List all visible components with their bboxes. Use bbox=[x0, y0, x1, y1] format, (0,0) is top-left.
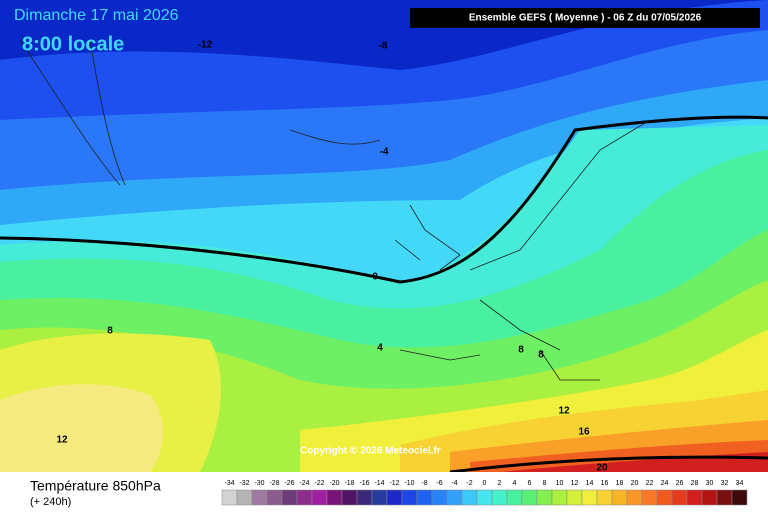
contour-label: 20 bbox=[596, 463, 608, 474]
contour-label: 4 bbox=[377, 343, 383, 354]
scale-swatch bbox=[671, 489, 688, 506]
scale-label: 2 bbox=[498, 480, 502, 487]
scale-label: 24 bbox=[661, 480, 669, 487]
scale-label: 30 bbox=[706, 480, 714, 487]
scale-label: 12 bbox=[571, 480, 579, 487]
scale-label: 6 bbox=[528, 480, 532, 487]
scale-label: -30 bbox=[254, 480, 264, 487]
contour-label: -4 bbox=[380, 147, 389, 158]
lead-time: (+ 240h) bbox=[30, 496, 71, 508]
scale-swatch bbox=[251, 489, 268, 506]
scale-label: 0 bbox=[483, 480, 487, 487]
scale-swatch bbox=[491, 489, 508, 506]
scale-swatch bbox=[356, 489, 373, 506]
scale-label: 14 bbox=[586, 480, 594, 487]
scale-label: 18 bbox=[616, 480, 624, 487]
contour-label: 8 bbox=[518, 345, 524, 356]
scale-swatch bbox=[476, 489, 493, 506]
scale-swatch bbox=[731, 489, 748, 506]
scale-swatch bbox=[566, 489, 583, 506]
model-info: Ensemble GEFS ( Moyenne ) - 06 Z du 07/0… bbox=[469, 13, 702, 24]
scale-swatch bbox=[311, 489, 328, 506]
contour-label: 8 bbox=[538, 350, 544, 361]
scale-label: -16 bbox=[359, 480, 369, 487]
scale-swatch bbox=[266, 489, 283, 506]
scale-swatch bbox=[626, 489, 643, 506]
scale-label: -28 bbox=[269, 480, 279, 487]
scale-label: -20 bbox=[329, 480, 339, 487]
scale-swatch bbox=[701, 489, 718, 506]
contour-label: 16 bbox=[578, 427, 590, 438]
scale-label: 32 bbox=[721, 480, 729, 487]
scale-swatch bbox=[416, 489, 433, 506]
scale-swatch bbox=[461, 489, 478, 506]
map bbox=[0, 0, 768, 474]
scale-label: 22 bbox=[646, 480, 654, 487]
scale-swatch bbox=[611, 489, 628, 506]
scale-label: -34 bbox=[224, 480, 234, 487]
scale-label: -32 bbox=[239, 480, 249, 487]
scale-swatch bbox=[221, 489, 238, 506]
scale-label: -26 bbox=[284, 480, 294, 487]
scale-swatch bbox=[446, 489, 463, 506]
scale-label: -22 bbox=[314, 480, 324, 487]
contour-label: 12 bbox=[558, 406, 570, 417]
date: Dimanche 17 mai 2026 bbox=[14, 7, 179, 24]
scale-label: -8 bbox=[421, 480, 427, 487]
footer-title: Température 850hPa bbox=[30, 478, 161, 494]
scale-label: 10 bbox=[556, 480, 564, 487]
model-box bbox=[410, 8, 760, 28]
scale-swatch bbox=[386, 489, 403, 506]
scale-swatch bbox=[716, 489, 733, 506]
scale-swatch bbox=[281, 489, 298, 506]
scale-label: -12 bbox=[389, 480, 399, 487]
contour-label: 0 bbox=[372, 272, 378, 283]
scale-label: -24 bbox=[299, 480, 309, 487]
scale-label: -14 bbox=[374, 480, 384, 487]
scale-swatch bbox=[581, 489, 598, 506]
isotherm-20 bbox=[449, 455, 768, 474]
scale-swatch bbox=[401, 489, 418, 506]
zero-isotherm bbox=[0, 115, 768, 284]
scale-swatch bbox=[521, 489, 538, 506]
coastline bbox=[19, 39, 651, 381]
scale-label: 16 bbox=[601, 480, 609, 487]
scale-label: -10 bbox=[404, 480, 414, 487]
scale-swatch bbox=[656, 489, 673, 506]
scale-swatch bbox=[506, 489, 523, 506]
scale-label: -18 bbox=[344, 480, 354, 487]
scale-label: 20 bbox=[631, 480, 639, 487]
scale-label: 8 bbox=[543, 480, 547, 487]
contour-label: 12 bbox=[56, 435, 68, 446]
band bbox=[0, 384, 164, 472]
scale-swatch bbox=[431, 489, 448, 506]
scale-swatch bbox=[371, 489, 388, 506]
scale-swatch bbox=[596, 489, 613, 506]
scale-swatch bbox=[236, 489, 253, 506]
contour-label: -12 bbox=[198, 40, 213, 51]
scale-label: 26 bbox=[676, 480, 684, 487]
scale-swatch bbox=[551, 489, 568, 506]
scale-swatch bbox=[341, 489, 358, 506]
scale-swatch bbox=[326, 489, 343, 506]
scale-label: -6 bbox=[436, 480, 442, 487]
contour-label: 8 bbox=[107, 326, 113, 337]
scale-swatch bbox=[641, 489, 658, 506]
scale-swatch bbox=[296, 489, 313, 506]
scale-label: 4 bbox=[513, 480, 517, 487]
scale-label: -2 bbox=[466, 480, 472, 487]
scale-label: 28 bbox=[691, 480, 699, 487]
scale-label: 34 bbox=[736, 480, 744, 487]
time: 8:00 locale bbox=[22, 33, 124, 55]
scale-swatch bbox=[686, 489, 703, 506]
scale-label: -4 bbox=[451, 480, 457, 487]
scale-swatch bbox=[536, 489, 553, 506]
copyright: Copyright © 2026 Meteociel.fr bbox=[300, 446, 441, 457]
contour-label: -8 bbox=[379, 41, 388, 52]
